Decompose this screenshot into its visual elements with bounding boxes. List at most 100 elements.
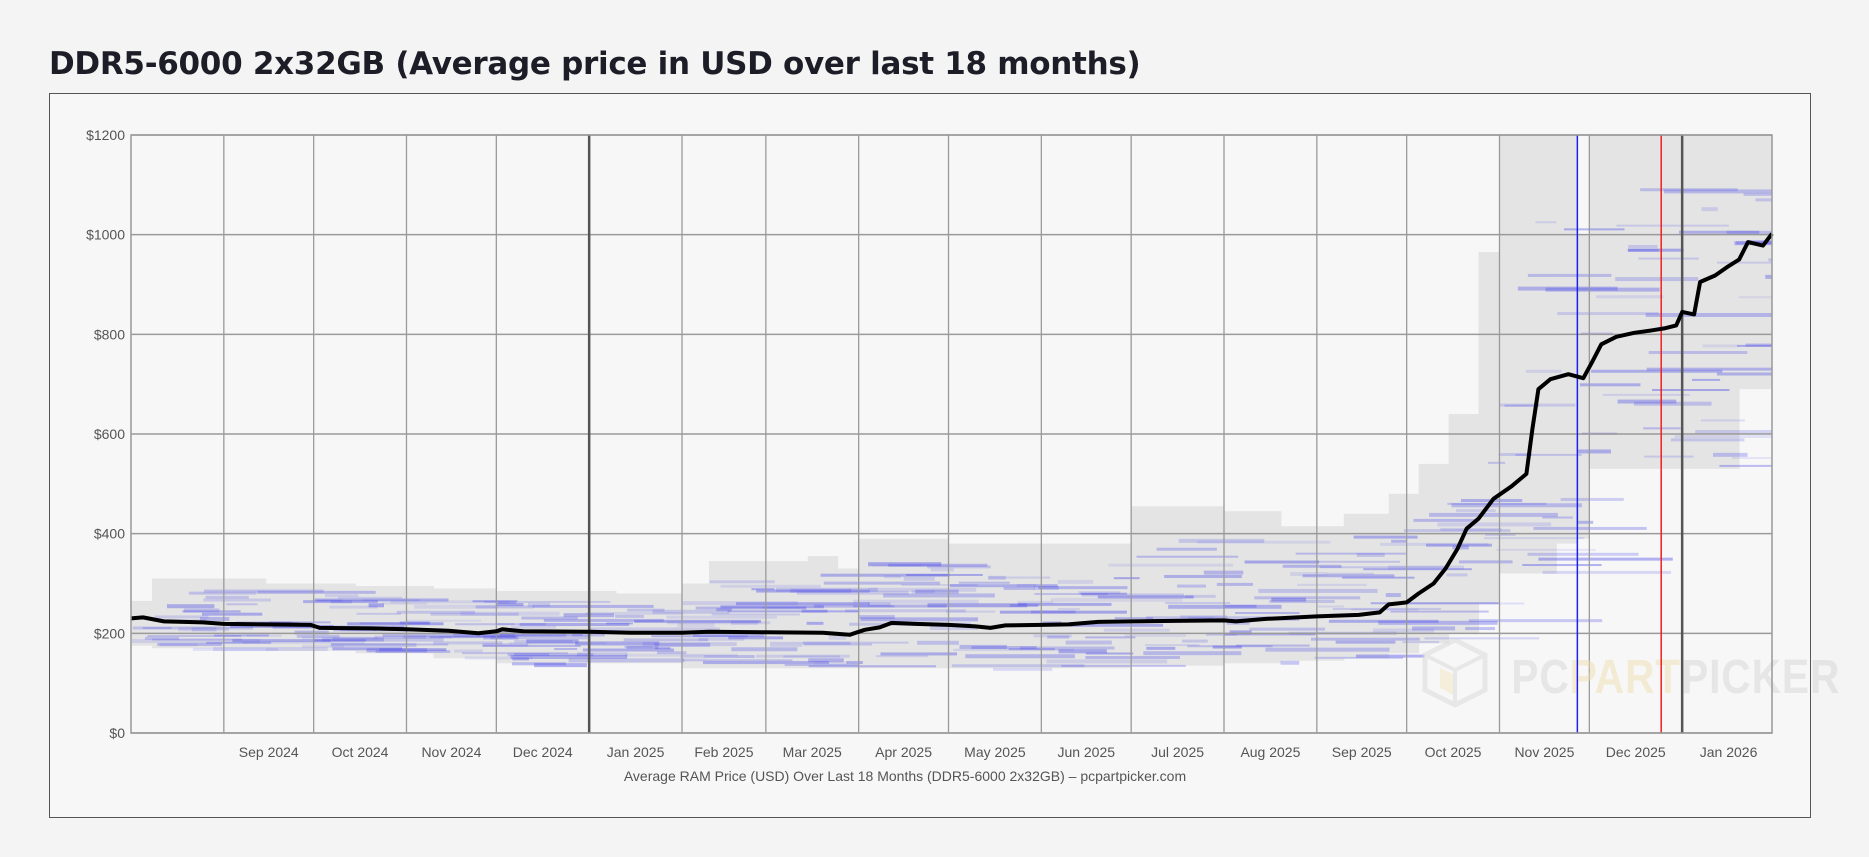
listing-price-line bbox=[1342, 576, 1415, 579]
listing-price-line bbox=[482, 643, 529, 647]
listing-price-line bbox=[1526, 369, 1562, 373]
listing-price-line bbox=[846, 661, 863, 665]
listing-price-line bbox=[1328, 619, 1439, 623]
listing-price-line bbox=[1370, 602, 1499, 605]
listing-price-line bbox=[1485, 533, 1516, 536]
listing-price-line bbox=[154, 615, 209, 619]
listing-price-line bbox=[770, 641, 851, 645]
listing-price-line bbox=[1391, 539, 1407, 543]
listing-price-line bbox=[382, 633, 515, 638]
listing-price-line bbox=[1114, 617, 1153, 620]
listing-price-line bbox=[497, 623, 515, 626]
listing-price-line bbox=[1446, 573, 1468, 577]
listing-price-line bbox=[568, 658, 685, 663]
listing-price-line bbox=[868, 587, 977, 592]
listing-price-line bbox=[374, 635, 453, 639]
x-tick-label: Sep 2025 bbox=[1332, 744, 1392, 760]
listing-price-line bbox=[820, 573, 950, 577]
x-tick-label: Aug 2025 bbox=[1240, 744, 1300, 760]
listing-price-line bbox=[1058, 649, 1107, 654]
listing-price-line bbox=[203, 598, 271, 602]
listing-price-line bbox=[1701, 207, 1718, 212]
listing-price-line bbox=[205, 595, 249, 599]
listing-price-line bbox=[487, 630, 516, 634]
listing-price-line bbox=[808, 658, 844, 663]
listing-price-line bbox=[806, 621, 824, 625]
listing-price-line bbox=[453, 633, 567, 637]
listing-price-line bbox=[1517, 286, 1618, 291]
listing-price-line bbox=[756, 654, 850, 658]
listing-price-line bbox=[203, 589, 324, 593]
listing-price-line bbox=[1385, 593, 1401, 598]
listing-price-line bbox=[656, 651, 687, 655]
listing-price-line bbox=[796, 590, 909, 595]
listing-price-line bbox=[232, 639, 332, 643]
listing-price-line bbox=[433, 641, 503, 645]
listing-price-line bbox=[1302, 574, 1395, 578]
listing-price-line bbox=[917, 640, 959, 645]
listing-price-line bbox=[1390, 610, 1489, 613]
listing-price-line bbox=[1542, 570, 1672, 574]
listing-price-line bbox=[1108, 563, 1234, 567]
listing-price-line bbox=[1590, 369, 1723, 373]
price-range-segment bbox=[807, 556, 839, 669]
listing-price-line bbox=[303, 600, 378, 604]
listing-price-line bbox=[1356, 552, 1385, 557]
listing-price-line bbox=[1719, 464, 1772, 467]
listing-price-line bbox=[337, 596, 403, 599]
listing-price-line bbox=[356, 612, 402, 615]
listing-price-line bbox=[1545, 287, 1660, 292]
listing-price-line bbox=[1051, 597, 1183, 602]
listing-price-line bbox=[1177, 584, 1206, 588]
listing-price-line bbox=[268, 621, 331, 624]
listing-price-line bbox=[1440, 527, 1502, 531]
listing-price-line bbox=[575, 641, 660, 646]
listing-price-line bbox=[828, 635, 847, 640]
listing-price-line bbox=[1223, 604, 1257, 608]
x-tick-label: Mar 2025 bbox=[783, 744, 842, 760]
listing-price-line bbox=[915, 589, 959, 594]
listing-price-line bbox=[379, 648, 447, 652]
listing-price-line bbox=[1244, 560, 1320, 564]
listing-price-line bbox=[1700, 419, 1745, 422]
listing-price-line bbox=[1527, 552, 1639, 556]
listing-price-line bbox=[1373, 628, 1435, 633]
listing-price-line bbox=[1165, 601, 1231, 604]
listing-price-line bbox=[314, 598, 449, 602]
listing-price-line bbox=[455, 623, 546, 626]
x-tick-label: Nov 2025 bbox=[1514, 744, 1574, 760]
price-range-segment bbox=[837, 568, 860, 669]
listing-price-line bbox=[1498, 452, 1533, 456]
listing-price-line bbox=[375, 650, 451, 654]
listing-price-line bbox=[142, 627, 172, 630]
listing-price-line bbox=[711, 613, 800, 616]
listing-price-line bbox=[651, 635, 748, 638]
price-range-segment bbox=[131, 600, 153, 646]
listing-price-line bbox=[1069, 623, 1164, 627]
y-axis: $0 $200 $400 $600 $800 $1000 $1200 bbox=[86, 127, 125, 741]
listing-price-line bbox=[1065, 640, 1112, 645]
x-tick-label: Apr 2025 bbox=[875, 744, 932, 760]
y-tick-label: $600 bbox=[94, 426, 125, 442]
listing-price-line bbox=[720, 584, 821, 588]
listing-price-line bbox=[927, 603, 1028, 608]
listing-price-line bbox=[1533, 526, 1647, 530]
listing-price-line bbox=[1136, 555, 1239, 558]
event-markers bbox=[1576, 135, 1662, 733]
listing-price-line bbox=[770, 644, 803, 647]
listing-price-line bbox=[801, 609, 828, 613]
listing-price-line bbox=[1633, 401, 1712, 406]
listing-price-line bbox=[1726, 230, 1772, 235]
listing-price-line bbox=[1602, 393, 1690, 396]
listing-price-line bbox=[322, 637, 444, 642]
listing-price-line bbox=[1265, 647, 1390, 652]
listing-price-line bbox=[1643, 455, 1694, 458]
listing-price-line bbox=[1437, 522, 1552, 527]
listing-price-line bbox=[1674, 435, 1772, 439]
listing-price-line bbox=[1413, 518, 1479, 522]
price-range-segment bbox=[1589, 135, 1662, 469]
listing-price-line bbox=[178, 627, 229, 632]
listing-price-line bbox=[1335, 640, 1396, 644]
listing-price-line bbox=[911, 590, 935, 594]
listing-price-line bbox=[999, 610, 1127, 614]
